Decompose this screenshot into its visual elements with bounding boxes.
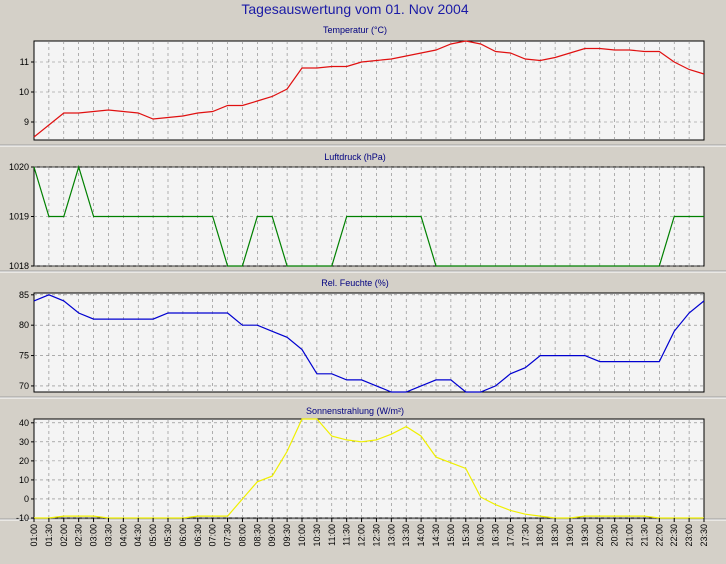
x-tick-label: 08:30 xyxy=(252,524,262,547)
x-tick-label: 12:30 xyxy=(371,524,381,547)
x-tick-label: 01:00 xyxy=(29,524,39,547)
x-tick-label: 03:30 xyxy=(103,524,113,547)
y-tick-label: 70 xyxy=(19,381,29,391)
x-tick-label: 22:00 xyxy=(654,524,664,547)
x-tick-label: 04:00 xyxy=(118,524,128,547)
x-tick-label: 21:30 xyxy=(639,524,649,547)
series-line xyxy=(33,40,705,138)
chart-panel-0: Temperatur (°C) 9 10 11 xyxy=(0,25,726,147)
x-tick-label: 23:30 xyxy=(699,524,709,547)
x-tick-label: 10:30 xyxy=(312,524,322,547)
plot-area xyxy=(33,418,705,519)
y-tick-label: 40 xyxy=(19,418,29,428)
x-tick-label: 11:30 xyxy=(342,524,352,546)
y-tick-label: 30 xyxy=(19,437,29,447)
y-tick-label: 11 xyxy=(20,57,29,67)
x-tick-label: 18:30 xyxy=(550,524,560,547)
x-tick-label: 14:30 xyxy=(431,524,441,547)
series-line xyxy=(33,164,704,267)
x-tick-label: 21:00 xyxy=(625,524,635,547)
y-tick-label: 1020 xyxy=(9,162,29,172)
x-tick-label: 22:30 xyxy=(669,524,679,547)
x-tick-label: 15:30 xyxy=(461,524,471,547)
x-tick-label: 18:00 xyxy=(535,524,545,547)
series-line xyxy=(33,294,705,393)
x-tick-label: 02:00 xyxy=(59,524,69,547)
y-tick-label: -10 xyxy=(16,513,29,523)
panel-title: Sonnenstrahlung (W/m²) xyxy=(306,406,404,416)
series-line xyxy=(34,418,704,519)
x-tick-label: 14:00 xyxy=(416,524,426,547)
x-tick-label: 19:30 xyxy=(580,524,590,547)
x-tick-label: 06:00 xyxy=(178,524,188,547)
x-tick-label: 16:30 xyxy=(491,524,501,547)
y-tick-label: 10 xyxy=(19,87,29,97)
chart-panel-1: Luftdruck (hPa) 1018 1019 1020 xyxy=(0,152,726,273)
y-tick-label: 9 xyxy=(24,117,29,127)
plot-area xyxy=(33,292,705,393)
x-tick-label: 05:00 xyxy=(148,524,158,547)
y-tick-label: 80 xyxy=(19,320,29,330)
x-tick-label: 13:30 xyxy=(401,524,411,547)
y-tick-label: 75 xyxy=(19,351,29,361)
x-tick-label: 16:00 xyxy=(476,524,486,547)
page-title: Tagesauswertung vom 01. Nov 2004 xyxy=(241,1,469,17)
x-tick-label: 17:00 xyxy=(505,524,515,547)
x-axis: 01:00 01:30 02:00 02:30 03:00 03:30 04:00 04:30… xyxy=(29,518,709,547)
x-tick-label: 04:30 xyxy=(133,524,143,547)
panel-title: Rel. Feuchte (%) xyxy=(321,278,389,288)
x-tick-label: 20:30 xyxy=(610,524,620,547)
x-tick-label: 12:00 xyxy=(357,524,367,547)
x-tick-label: 06:30 xyxy=(193,524,203,547)
x-tick-label: 09:30 xyxy=(282,524,292,547)
x-tick-label: 11:00 xyxy=(327,524,337,546)
x-tick-label: 17:30 xyxy=(520,524,530,547)
x-tick-label: 23:00 xyxy=(684,524,694,547)
y-tick-label: 1019 xyxy=(9,212,29,222)
x-tick-label: 05:30 xyxy=(163,524,173,547)
y-tick-label: 85 xyxy=(19,290,29,300)
x-tick-label: 09:00 xyxy=(267,524,277,547)
y-tick-label: 1018 xyxy=(9,261,29,271)
chart-panel-2: Rel. Feuchte (%) 70 75 80 85 xyxy=(0,278,726,399)
x-tick-label: 13:00 xyxy=(386,524,396,547)
x-tick-label: 20:00 xyxy=(595,524,605,547)
x-tick-label: 03:00 xyxy=(89,524,99,547)
x-tick-label: 07:30 xyxy=(223,524,233,547)
panel-title: Temperatur (°C) xyxy=(323,25,387,35)
plot-area xyxy=(33,40,705,141)
x-tick-label: 19:00 xyxy=(565,524,575,547)
x-tick-label: 15:00 xyxy=(446,524,456,547)
chart-panel-3: Sonnenstrahlung (W/m²) -10 0 10 20 30 40 xyxy=(0,406,726,523)
panel-title: Luftdruck (hPa) xyxy=(324,152,386,162)
x-tick-label: 01:30 xyxy=(44,524,54,547)
y-tick-label: 20 xyxy=(19,456,29,466)
x-tick-label: 10:00 xyxy=(297,524,307,547)
x-tick-label: 08:00 xyxy=(237,524,247,547)
x-tick-label: 02:30 xyxy=(74,524,84,547)
x-tick-label: 07:00 xyxy=(208,524,218,547)
y-tick-label: 10 xyxy=(19,475,29,485)
y-tick-label: 0 xyxy=(24,494,29,504)
